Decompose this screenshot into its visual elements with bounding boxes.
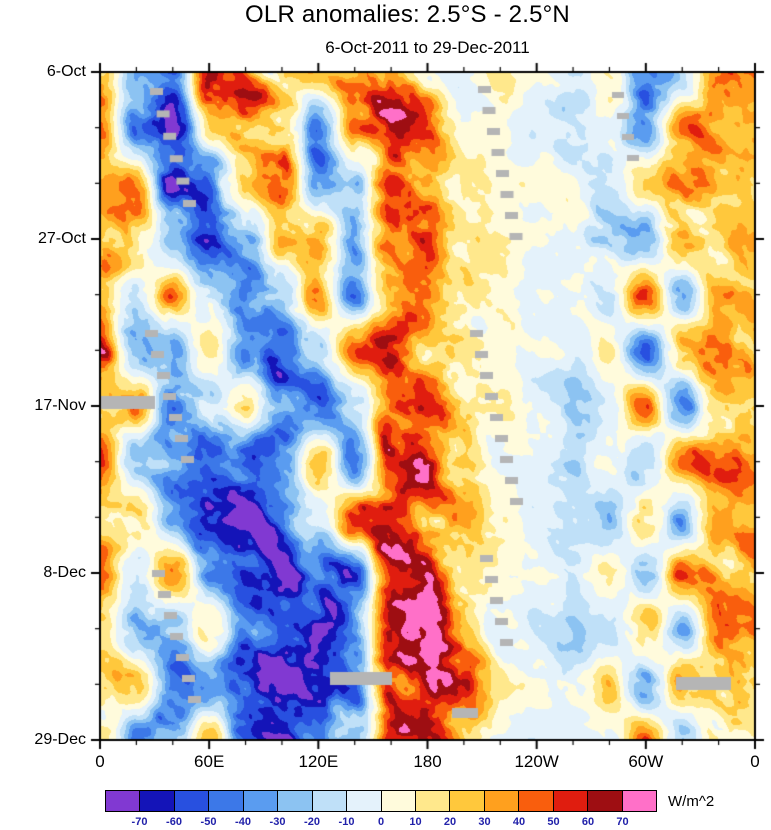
colorbar-tick-label: 0	[377, 816, 385, 828]
x-tick-label: 60E	[194, 752, 225, 771]
colorbar-segment	[174, 791, 210, 811]
colorbar-segment	[415, 791, 451, 811]
chart-title: OLR anomalies: 2.5°S - 2.5°N	[245, 1, 570, 28]
colorbar-segment	[243, 791, 279, 811]
colorbar-segment	[106, 791, 141, 811]
colorbar	[105, 790, 657, 812]
y-tick-label: 27-Oct	[37, 230, 86, 247]
y-tick-label: 17-Nov	[34, 397, 86, 414]
colorbar-units-label: W/m^2	[668, 793, 715, 810]
colorbar-tick-label: -30	[269, 816, 286, 828]
colorbar-tick-label: 60	[581, 816, 595, 828]
colorbar-segment	[140, 791, 175, 811]
colorbar-tick-label: -20	[304, 816, 320, 828]
colorbar-segment	[622, 791, 656, 811]
colorbar-tick-label: 10	[409, 816, 422, 828]
colorbar-tick-label: 70	[616, 816, 629, 828]
colorbar-tick-label: 20	[443, 816, 457, 828]
colorbar-segment	[381, 791, 416, 811]
colorbar-tick-label: -70	[131, 816, 148, 828]
colorbar-tick-label: 50	[547, 816, 560, 828]
colorbar-segment	[519, 791, 554, 811]
colorbar-segment	[209, 791, 244, 811]
y-tick-label: 6-Oct	[46, 63, 86, 80]
x-tick-label: 180	[413, 752, 442, 771]
colorbar-tick-label: -50	[200, 816, 217, 828]
colorbar-tick-label: 40	[512, 816, 526, 828]
colorbar-tick-label: 30	[478, 816, 491, 828]
x-tick-label: 0	[750, 752, 760, 771]
colorbar-tick-label: -40	[235, 816, 251, 828]
colorbar-tick-label: -60	[166, 816, 182, 828]
colorbar-segment	[588, 791, 623, 811]
colorbar-tick-label: -10	[338, 816, 355, 828]
y-tick-label: 29-Dec	[34, 731, 86, 748]
colorbar-segment	[278, 791, 313, 811]
colorbar-segment	[484, 791, 520, 811]
colorbar-segment	[347, 791, 382, 811]
chart-subtitle: 6-Oct-2011 to 29-Dec-2011	[325, 38, 530, 57]
x-tick-label: 120W	[514, 752, 559, 771]
colorbar-segment	[312, 791, 348, 811]
x-tick-label: 120E	[298, 752, 339, 771]
colorbar-segment	[450, 791, 485, 811]
colorbar-segment	[553, 791, 589, 811]
x-tick-label: 60W	[628, 752, 664, 771]
y-tick-label: 8-Dec	[43, 564, 86, 581]
x-tick-label: 0	[95, 752, 105, 771]
